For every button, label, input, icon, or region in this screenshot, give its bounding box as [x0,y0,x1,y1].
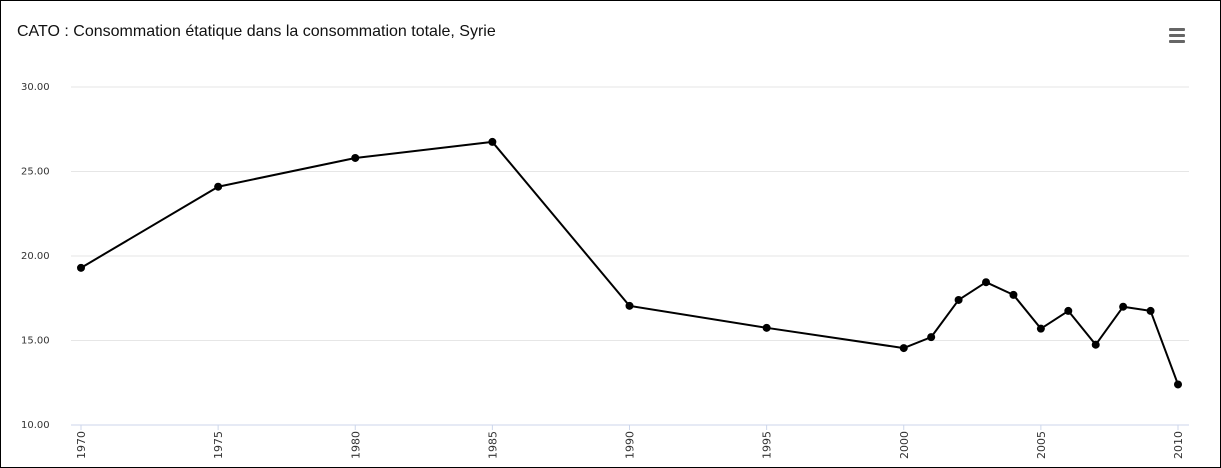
data-point [899,344,908,353]
x-tick-label: 2000 [898,431,911,459]
data-point [954,295,963,304]
data-point [488,137,497,146]
y-tick-label: 20.00 [21,251,50,262]
y-tick-label: 10.00 [21,420,50,431]
data-point [1036,324,1045,333]
data-point [1064,306,1073,315]
x-tick-label: 1980 [349,431,362,459]
menu-bar [1169,34,1185,37]
y-tick-label: 25.00 [21,167,50,178]
chart-title: CATO : Consommation étatique dans la con… [17,23,496,40]
data-point [77,263,85,272]
x-tick-label: 1970 [75,431,88,459]
menu-bar [1169,40,1185,43]
x-tick-label: 2005 [1035,431,1048,459]
data-point [982,278,991,287]
y-tick-label: 15.00 [21,336,50,347]
x-tick-label: 1995 [761,431,774,459]
data-point [762,323,771,332]
data-point [625,301,634,310]
data-point [927,333,936,342]
x-tick-label: 2010 [1172,431,1185,459]
data-point [1119,302,1128,311]
data-point [1009,290,1018,299]
menu-bar [1169,28,1185,31]
hamburger-menu-icon[interactable] [1167,27,1187,45]
y-tick-label: 30.00 [21,82,50,93]
series-line [80,140,1179,385]
x-tick-label: 1985 [486,431,499,459]
data-point [351,153,360,162]
data-point [1091,340,1100,349]
data-point [214,182,223,191]
x-tick-label: 1990 [624,431,637,459]
x-tick-label: 1975 [212,431,225,459]
data-point [1146,306,1155,315]
data-point [1174,380,1182,389]
